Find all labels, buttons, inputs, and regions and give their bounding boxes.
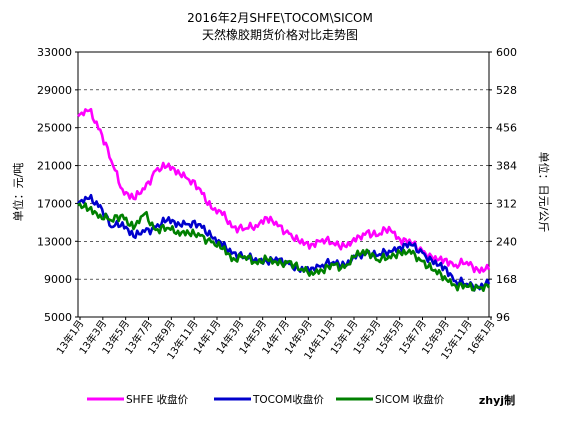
x-axis-ticks: 13年1月13年3月13年5月13年7月13年9月13年11月14年1月14年3… [53, 317, 497, 362]
series-line [77, 107, 491, 274]
chart-subtitle: 天然橡胶期货价格对比走势图 [202, 27, 358, 42]
y-axis-right-label: 单位：日元/公斤 [537, 152, 551, 233]
y-left-tick-label: 29000 [37, 84, 72, 97]
y-left-tick-label: 9000 [44, 273, 72, 286]
series-line [77, 202, 491, 292]
legend-label: SHFE 收盘价 [126, 393, 189, 406]
series-layer [77, 107, 491, 292]
plot-area-border [77, 51, 490, 318]
y-axis-left-label: 单位：元/吨 [11, 163, 25, 222]
plot-frame [77, 51, 490, 318]
y-right-tick-label: 528 [496, 84, 517, 97]
y-left-tick-label: 13000 [37, 235, 72, 248]
right-axis-ticks: 96 168 240 312 384 456 528 600 [489, 46, 517, 324]
y-right-tick-label: 384 [496, 160, 517, 173]
y-left-tick-label: 5000 [44, 311, 72, 324]
legend-label: SICOM 收盘价 [375, 393, 445, 406]
left-axis-ticks: 5000 9000 13000 17000 21000 25000 29000 33000 [37, 46, 78, 324]
series-line [77, 193, 491, 292]
legend-label: TOCOM收盘价 [252, 393, 324, 406]
y-right-tick-label: 168 [496, 273, 517, 286]
chart-title: 2016年2月SHFE\TOCOM\SICOM [187, 11, 373, 25]
y-right-tick-label: 96 [496, 311, 510, 324]
y-right-tick-label: 240 [496, 235, 517, 248]
y-left-tick-label: 17000 [37, 197, 72, 210]
credit-label: zhyj制 [479, 393, 515, 407]
y-left-tick-label: 33000 [37, 46, 72, 59]
legend: SHFE 收盘价 TOCOM收盘价 SICOM 收盘价 [87, 393, 445, 406]
grid-lines [78, 89, 489, 280]
y-left-tick-label: 25000 [37, 122, 72, 135]
y-right-tick-label: 600 [496, 46, 517, 59]
y-right-tick-label: 456 [496, 122, 517, 135]
y-left-tick-label: 21000 [37, 160, 72, 173]
y-right-tick-label: 312 [496, 197, 517, 210]
